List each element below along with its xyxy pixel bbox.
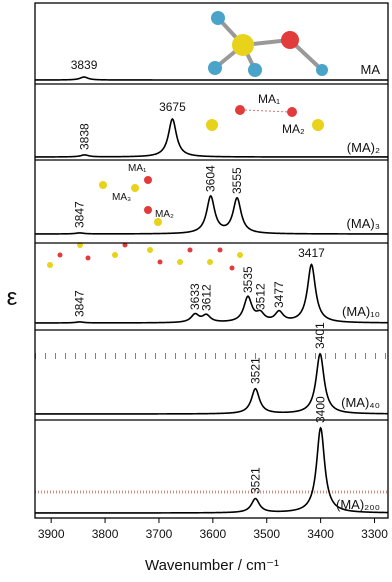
- peak-label: 3838: [78, 123, 92, 150]
- spectrum: [35, 263, 389, 324]
- spectrum: [35, 76, 388, 81]
- x-tick-label: 3400: [307, 527, 334, 541]
- peak-label: 3521: [248, 467, 262, 494]
- series-name: (MA)₂₀₀: [336, 497, 380, 512]
- x-tick-label: 3500: [253, 527, 280, 541]
- peak-label: 3535: [241, 266, 255, 293]
- x-tick-label: 3300: [361, 527, 388, 541]
- peak-label: 3633: [188, 283, 202, 310]
- x-tick-label: 3700: [146, 527, 173, 541]
- annotation: MA₂: [155, 209, 174, 220]
- peak-label: 3417: [298, 246, 325, 260]
- series-name: MA: [361, 62, 381, 77]
- spectrum: [35, 426, 388, 514]
- peak-label: 3521: [248, 357, 262, 384]
- peak-label: 3847: [73, 290, 87, 317]
- peak-label: 3612: [199, 284, 213, 311]
- y-axis-label: ε: [7, 284, 18, 311]
- peak-label: 3675: [159, 100, 186, 114]
- peak-label: 3477: [272, 281, 286, 308]
- series-name: (MA)₂: [347, 140, 380, 155]
- x-axis-label: Wavenumber / cm⁻¹: [145, 557, 279, 574]
- peak-label: 3847: [73, 201, 87, 228]
- peak-label: 3839: [71, 58, 98, 72]
- peak-label: 3400: [314, 396, 328, 423]
- x-tick-label: 3800: [92, 527, 119, 541]
- peak-label: 3555: [230, 167, 244, 194]
- x-tick-label: 3600: [199, 527, 226, 541]
- annotation: MA₁: [128, 163, 147, 174]
- plot-frame: [34, 2, 389, 519]
- spectrum: [35, 195, 388, 235]
- peak-label: 3512: [253, 283, 267, 310]
- annotation: MA₂: [282, 122, 305, 136]
- spectrum: [35, 117, 388, 158]
- annotation: MA₃: [112, 192, 131, 203]
- series-name: (MA)₄₀: [341, 395, 380, 410]
- annotation: MA₁: [258, 92, 280, 106]
- peak-label: 3401: [313, 322, 327, 349]
- series-name: (MA)₃: [347, 216, 380, 231]
- x-tick-label: 3900: [38, 527, 65, 541]
- peak-label: 3604: [204, 165, 218, 192]
- series-name: (MA)₁₀: [342, 304, 380, 319]
- spectrum: [35, 352, 388, 415]
